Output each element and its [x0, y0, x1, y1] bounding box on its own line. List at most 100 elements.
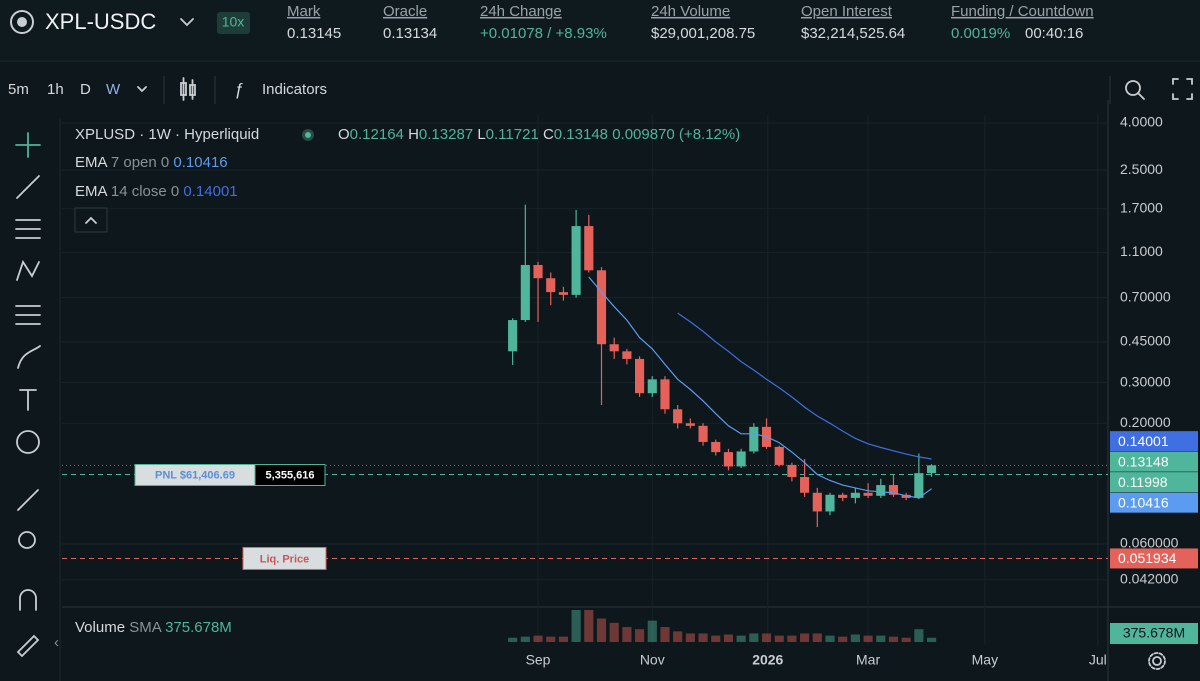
- volume-name: Volume: [75, 619, 125, 636]
- indicators-button[interactable]: Indicators: [262, 81, 327, 98]
- volume-bar: [635, 629, 645, 642]
- candle-body: [660, 379, 670, 410]
- y-tick-label: 0.45000: [1120, 333, 1171, 349]
- ema-name: EMA: [75, 183, 108, 200]
- candle-body: [508, 320, 518, 352]
- candle-body: [647, 379, 657, 394]
- stat-value: +0.01078 / +8.93%: [480, 25, 607, 42]
- ema-value: 0.10416: [173, 154, 227, 171]
- timeframe[interactable]: 1h: [47, 81, 64, 98]
- candle-body: [914, 473, 924, 498]
- volume-bar: [825, 635, 835, 642]
- stat-label: 24h Volume: [651, 3, 730, 20]
- fullscreen-icon[interactable]: [1172, 78, 1193, 100]
- price-tag: [1110, 472, 1198, 493]
- channel-tool[interactable]: [15, 219, 41, 239]
- volume-bar: [660, 627, 670, 642]
- fx-icon[interactable]: ƒ: [234, 79, 243, 98]
- pnl-text: PNL $61,406.69: [155, 469, 235, 481]
- leverage-badge[interactable]: [217, 12, 250, 34]
- ema-params: 7 open 0: [111, 154, 169, 171]
- ema-value: 0.14001: [183, 183, 237, 200]
- settings-icon[interactable]: [1148, 652, 1166, 670]
- volume-bar: [901, 637, 911, 642]
- candle-body: [609, 344, 619, 352]
- y-tick-label: 0.20000: [1120, 414, 1171, 430]
- candle-type[interactable]: [180, 77, 196, 101]
- candle-body: [774, 446, 784, 465]
- candle-body: [863, 492, 873, 496]
- collapse-legend[interactable]: [74, 207, 108, 233]
- candle-body: [850, 492, 860, 498]
- lock-tool[interactable]: [16, 634, 40, 658]
- volume-bar: [609, 622, 619, 642]
- price-tag: [1110, 431, 1198, 452]
- measure-tool[interactable]: [17, 489, 39, 511]
- symbol[interactable]: XPL-USDC: [45, 9, 156, 34]
- stat-label: Open Interest: [801, 3, 893, 20]
- timeframe-dropdown[interactable]: [137, 86, 147, 93]
- line-tool[interactable]: [16, 175, 40, 199]
- symbol-dropdown[interactable]: [180, 18, 194, 27]
- candle-body: [723, 452, 734, 467]
- x-tick-label: May: [972, 652, 998, 668]
- magnet-tool[interactable]: [19, 589, 37, 611]
- volume-bar: [736, 635, 746, 642]
- collapse-arrow[interactable]: ‹: [54, 634, 59, 651]
- volume-bar: [838, 636, 848, 642]
- candle-body: [546, 278, 556, 293]
- price-tag-text: 0.10416: [1118, 494, 1169, 510]
- leverage[interactable]: 10x: [222, 14, 245, 30]
- volume-bar: [558, 636, 568, 642]
- text-tool[interactable]: [19, 389, 37, 411]
- candle-body: [711, 441, 721, 453]
- collapse-legend[interactable]: [85, 216, 97, 224]
- x-tick-label: 2026: [752, 652, 783, 668]
- crosshair-tool[interactable]: [15, 132, 41, 158]
- volume-bar: [723, 634, 734, 642]
- volume-bar: [926, 637, 937, 642]
- sidebar: [15, 132, 41, 658]
- stat-value: $32,214,525.64: [801, 25, 905, 42]
- candle-body: [698, 425, 708, 442]
- ema-legend: EMA 7 open 0 0.10416: [75, 154, 228, 171]
- zoom-icon[interactable]: [1125, 80, 1145, 100]
- ohlc-key: H: [408, 126, 419, 143]
- timeframe[interactable]: 5m: [8, 81, 29, 98]
- pattern-tool[interactable]: [16, 259, 40, 281]
- candle-body: [571, 226, 581, 295]
- fib-tool[interactable]: [15, 305, 41, 325]
- candle-body: [800, 477, 810, 493]
- sma-tag-text: 375.678M: [1123, 625, 1185, 641]
- funding-rate: 0.0019%: [951, 25, 1010, 42]
- volume-bar: [584, 610, 594, 642]
- volume-bar: [787, 635, 797, 642]
- stat-label: 24h Change: [480, 3, 562, 20]
- status-dot: [305, 132, 311, 138]
- volume-bar: [774, 635, 784, 642]
- candle-body: [533, 264, 543, 279]
- volume-bar: [863, 635, 873, 642]
- timeframe[interactable]: W: [106, 81, 121, 98]
- volume-bar: [888, 636, 899, 642]
- candle-body: [685, 423, 695, 426]
- y-tick-label: 2.5000: [1120, 161, 1163, 177]
- brush-tool[interactable]: [17, 345, 41, 369]
- candle-body: [888, 485, 899, 495]
- liq-text: Liq. Price: [260, 553, 310, 565]
- stat-value: $29,001,208.75: [651, 25, 755, 42]
- chart: 4.0000 2.5000 1.7000 1.1000 0.70000 0.45000 0.…: [62, 100, 1200, 681]
- ohlc-legend: O0.12164 H0.13287 L0.11721 C0.13148 0.00…: [338, 126, 740, 143]
- candle-body: [926, 465, 937, 474]
- ohlc-value: 0.12164: [350, 126, 404, 143]
- volume-bar: [520, 636, 530, 642]
- ohlc-change: 0.009870 (+8.12%): [612, 126, 740, 143]
- timeframe[interactable]: D: [80, 81, 91, 98]
- emoji-tool[interactable]: [16, 430, 40, 454]
- zoom-tool[interactable]: [18, 531, 36, 549]
- candle-body: [736, 451, 746, 467]
- ohlc-value: 0.11721: [486, 126, 539, 143]
- sma-tag: [1110, 623, 1198, 644]
- x-tick-label: Jul: [1089, 652, 1107, 668]
